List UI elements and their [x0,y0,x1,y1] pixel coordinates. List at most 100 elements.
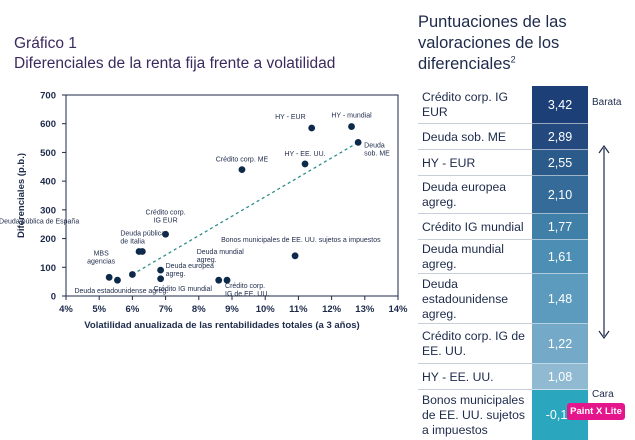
point-label-line: IG de EE. UU. [225,291,269,298]
point-label-line: HY - EUR [275,114,306,121]
point-label-line: Deuda estadounidense agreg. [74,288,168,295]
point-label-line: Deuda [364,142,385,149]
cell-divider [532,389,588,390]
y-tick-label: 500 [40,148,56,159]
data-point [157,266,165,274]
watermark-badge: Paint X Lite [567,403,625,420]
chart-title: Gráfico 1 Diferenciales de la renta fija… [14,34,335,74]
score-row-label: Deuda sob. ME [422,129,507,144]
data-point [354,138,362,146]
chart-title-line2: Diferenciales de la renta fija frente a … [14,55,336,72]
scatter-chart: 0 100 200 300 400 500 600 700 4% 5% 6% 7% 8% 9% 10% 11%… [0,91,408,332]
point-label: Bonos municipales de EE. UU. sujetos a i… [221,237,381,244]
scores-title-line2: valoraciones de los [418,34,560,52]
plot-area-frame [65,94,399,297]
data-point [348,123,355,130]
cell-divider [532,363,588,364]
point-label-line: Crédito corp. ME [216,157,269,164]
scores-title: Puntuaciones de las valoraciones de los … [418,12,567,75]
row-divider [418,273,532,274]
score-row-label: Bonos municipales de EE. UU. sujetos a i… [422,392,525,437]
x-tick-label: 5% [92,304,106,315]
point-label-line: agreg. [166,271,186,278]
data-point [162,230,170,238]
data-point [129,271,136,278]
label-barata: Barata [592,97,622,108]
scores-title-line3: diferenciales2 [418,54,567,75]
y-tick-label: 200 [40,234,56,245]
data-point [223,276,231,284]
x-tick-label: 8% [192,304,206,315]
score-value-cell: 2,55 [532,150,588,176]
score-row-label: Crédito corp. IG de EE. UU. [422,329,525,358]
point-label: Crédito IG mundial [154,286,213,293]
cell-divider [532,175,588,176]
data-point [138,248,146,255]
score-row: Crédito corp. IG EUR 3,42 [418,86,635,124]
score-row-label: HY - EE. UU. [422,369,494,384]
point-label-line: Deuda mundial [197,249,245,256]
score-value-cell: 2,89 [532,124,588,150]
row-divider [418,175,532,176]
y-tick-label: 700 [40,91,56,102]
data-point [105,273,113,281]
row-divider [418,123,532,124]
x-tick-label: 13% [355,304,375,315]
point-label-line: Bonos municipales de EE. UU. sujetos a i… [221,237,381,244]
score-row: HY - EUR 2,55 [418,150,635,176]
score-value-cell: 1,22 [532,324,588,364]
x-tick-label: 12% [322,304,342,315]
point-label-line: Deuda pública [120,230,165,237]
point-label: Crédito corp. ME [216,157,269,164]
x-tick-label: 7% [159,304,173,315]
score-value-cell: 3,42 [532,86,588,124]
point-label: HY - EE. UU. [284,151,325,158]
cell-divider [532,273,588,274]
score-row: HY - EE. UU. 1,08 [418,364,635,390]
score-row: Deuda europea agreg. 2,10 [418,176,635,214]
trend-line [132,141,359,276]
score-row-label: Crédito IG mundial [422,219,524,234]
row-divider [418,363,532,364]
cell-divider [532,149,588,150]
point-label: Crédito corp. IG de EE. UU. [225,283,269,298]
data-point [114,276,121,284]
score-row-label: Deuda europea agreg. [422,180,507,209]
data-point [291,252,299,260]
point-label: Deuda mundial agreg. [197,249,245,264]
row-divider [418,213,532,214]
cell-divider [532,123,588,124]
score-value-cell: 1,61 [532,240,588,274]
cell-divider [532,213,588,214]
scores-title-word: diferenciales [418,55,511,73]
point-label-line: Crédito corp. [146,209,186,216]
point-label: Deuda estadounidense agreg. [74,288,168,295]
row-divider [418,389,532,390]
score-row-label: Deuda estadounidense agreg. [422,276,509,321]
row-divider [418,149,532,150]
score-row: Deuda estadounidense agreg. 1,48 [418,274,635,324]
point-label: Crédito corp. IG EUR [146,209,186,224]
data-point [308,124,316,132]
point-label-line: MBS [94,250,110,257]
point-label-line: IG EUR [154,217,178,224]
row-divider [418,323,532,324]
data-point [157,275,165,283]
y-tick-label: 400 [40,177,56,188]
y-tick-label: 600 [40,119,56,130]
point-label-line: Deuda pública de España [0,218,79,225]
x-tick-label: 10% [256,304,276,315]
y-tick-label: 100 [40,263,56,274]
point-label: HY - mundial [331,113,372,120]
x-tick-label: 9% [225,304,239,315]
data-point [238,166,246,174]
cell-divider [532,239,588,240]
score-row-label: Crédito corp. IG EUR [422,90,509,119]
point-label-line: agreg. [197,257,217,264]
x-tick-label: 4% [59,304,73,315]
score-row: Deuda sob. ME 2,89 [418,124,635,150]
point-label: Deuda europea agreg. [166,263,214,278]
score-row: Crédito IG mundial 1,77 [418,214,635,240]
chart-title-line1: Gráfico 1 [14,35,77,52]
score-value-cell: 2,10 [532,176,588,214]
